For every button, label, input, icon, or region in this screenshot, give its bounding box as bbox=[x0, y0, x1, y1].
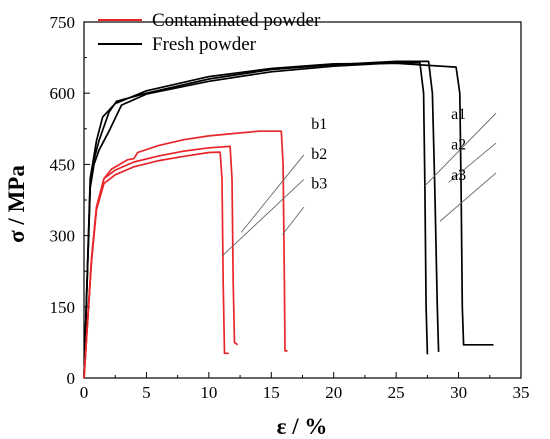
legend-label-fresh: Fresh powder bbox=[152, 34, 257, 55]
plot-frame bbox=[83, 21, 522, 379]
annotation-leader-a3 bbox=[439, 172, 497, 222]
annotation-leader-a2 bbox=[448, 142, 497, 183]
y-tick-label: 600 bbox=[50, 84, 76, 103]
plot-border bbox=[83, 21, 522, 379]
annotation-leader-b1 bbox=[240, 154, 305, 233]
x-tick-label: 0 bbox=[80, 383, 89, 402]
x-tick-label: 35 bbox=[513, 383, 530, 402]
annotation-label-b2: b2 bbox=[311, 146, 327, 163]
x-tick-label: 30 bbox=[450, 383, 467, 402]
series-line-a3 bbox=[83, 62, 494, 379]
series-line-a2 bbox=[83, 60, 440, 379]
x-tick-label: 15 bbox=[263, 383, 280, 402]
annotation-label-a1: a1 bbox=[451, 106, 466, 123]
annotation-leader-b3 bbox=[282, 206, 305, 235]
x-axis-title: ε / % bbox=[277, 414, 328, 439]
annotation-label-b3: b3 bbox=[311, 175, 327, 192]
y-tick-label: 0 bbox=[67, 369, 76, 388]
legend: Contaminated powder Fresh powder bbox=[98, 10, 321, 55]
legend-label-contaminated: Contaminated powder bbox=[152, 10, 321, 31]
annotation-label-a2: a2 bbox=[451, 136, 466, 153]
annotation-leader-b2 bbox=[222, 179, 305, 256]
annotation-label-a3: a3 bbox=[451, 167, 466, 184]
x-tick-label: 10 bbox=[200, 383, 217, 402]
series-line-a1 bbox=[83, 61, 429, 379]
series-layer bbox=[83, 60, 494, 379]
x-axis-ticks: 0 5 10 15 20 25 30 35 bbox=[80, 372, 530, 402]
annotation-leader-a1 bbox=[424, 112, 497, 187]
series-line-b3 bbox=[83, 151, 229, 379]
y-tick-label: 450 bbox=[50, 155, 76, 174]
y-tick-label: 300 bbox=[50, 227, 76, 246]
annotation-label-b1: b1 bbox=[311, 116, 327, 133]
x-tick-label: 25 bbox=[388, 383, 405, 402]
y-axis-ticks: 0 150 300 450 600 750 bbox=[50, 13, 90, 388]
y-axis-title: σ / MPa bbox=[4, 165, 29, 243]
x-tick-label: 20 bbox=[325, 383, 342, 402]
series-line-b1 bbox=[83, 130, 288, 379]
x-tick-label: 5 bbox=[142, 383, 151, 402]
annotation-layer: a1 a2 a3 b1 b2 b3 bbox=[222, 106, 497, 256]
y-tick-label: 750 bbox=[50, 13, 76, 32]
y-tick-label: 150 bbox=[50, 298, 76, 317]
